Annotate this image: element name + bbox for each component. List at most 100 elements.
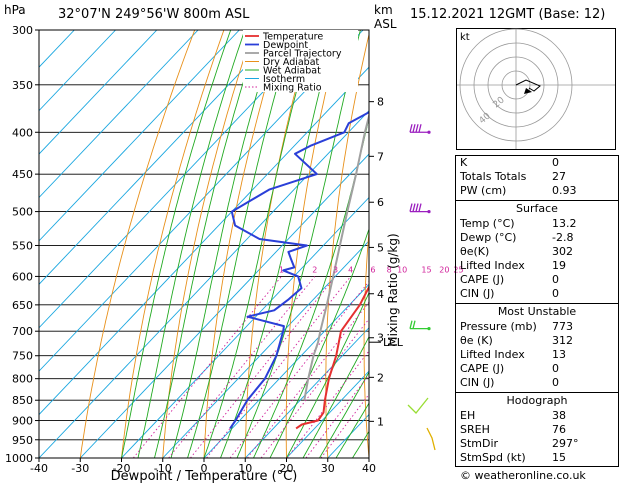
wet-adiabat-line — [236, 30, 361, 458]
index-value: 0 — [552, 273, 559, 286]
wet-adiabat-line — [269, 227, 369, 458]
wind-barb-feather — [415, 124, 419, 133]
pressure-tick-label: 300 — [12, 24, 33, 37]
temperature-tick-label: 0 — [201, 462, 208, 475]
index-row: CIN (J) 0 — [456, 287, 618, 301]
dry-adiabat-line — [363, 226, 369, 458]
mixing-ratio-label: 1 — [279, 265, 284, 274]
index-value: 0 — [552, 287, 559, 300]
km-label: km — [374, 3, 393, 17]
index-label: StmSpd (kt) — [460, 451, 526, 464]
index-row: θe (K) 312 — [456, 334, 618, 348]
index-label: SREH — [460, 423, 490, 436]
mixing-ratio-label: 2 — [312, 265, 317, 274]
mixing-ratio-line — [286, 350, 369, 458]
wet-adiabat-line — [170, 30, 277, 458]
index-row: Dewp (°C) -2.8 — [456, 231, 618, 245]
index-label: K — [460, 156, 468, 169]
dry-adiabat-line — [325, 32, 369, 458]
isotherm-line — [286, 370, 369, 458]
temperature-tick-label: 10 — [238, 462, 252, 475]
mixing-ratio-line — [229, 280, 369, 458]
index-row: Totals Totals 27 — [456, 170, 618, 184]
isotherm-line — [39, 30, 323, 329]
index-row: StmSpd (kt) 15 — [456, 451, 618, 465]
dewpoint-line — [229, 111, 369, 429]
copyright-label[interactable]: © weatheronline.co.uk — [460, 469, 586, 482]
index-value: 38 — [552, 409, 566, 422]
index-label: CIN (J) — [460, 287, 495, 300]
hodograph-trace — [515, 79, 541, 92]
wind-barb-feather — [409, 124, 413, 133]
pressure-tick-label: 350 — [12, 79, 33, 92]
wind-barb-feather — [412, 203, 416, 212]
index-row: CIN (J) 0 — [456, 376, 618, 390]
isotherm-line — [39, 30, 281, 285]
wind-barb-surface — [407, 397, 429, 414]
index-value: 0.93 — [552, 184, 577, 197]
hodograph-kt-label: kt — [460, 32, 470, 43]
index-label: Lifted Index — [460, 348, 525, 361]
dry-adiabat-line — [79, 30, 196, 458]
mixing-ratio-line — [260, 318, 369, 458]
index-row: Pressure (mb) 773 — [456, 320, 618, 334]
wet-adiabat-line — [187, 30, 295, 458]
pressure-tick-label: 800 — [12, 373, 33, 386]
y-axis-right-label: Mixing Ratio (g/kg) — [386, 233, 400, 346]
temperature-tick-label: -10 — [154, 462, 172, 475]
wind-barb-low — [426, 427, 436, 451]
wind-barb-feather — [415, 203, 419, 212]
index-label: StmDir — [460, 437, 499, 450]
isotherm-line — [39, 30, 199, 199]
lcl-label: LCL — [383, 336, 404, 349]
dry-adiabat-line — [203, 30, 283, 458]
index-label: Totals Totals — [460, 170, 527, 183]
temperature-tick-label: -40 — [30, 462, 48, 475]
index-value: 15 — [552, 451, 566, 464]
pressure-tick-label: 900 — [12, 415, 33, 428]
wind-barb-feather — [412, 124, 416, 133]
isotherm-line — [39, 30, 240, 242]
wet-adiabat-line — [302, 335, 369, 458]
temperature-tick-label: 40 — [362, 462, 376, 475]
temperature-tick-label: 20 — [280, 462, 294, 475]
pressure-tick-label: 450 — [12, 168, 33, 181]
wet-adiabat-line — [220, 30, 336, 458]
isotherm-line — [39, 30, 158, 155]
temperature-tick-label: 30 — [321, 462, 335, 475]
pressure-tick-label: 650 — [12, 299, 33, 312]
mixing-ratio-label: 20 — [439, 265, 449, 274]
datetime-label: 15.12.2021 12GMT (Base: 12) — [410, 7, 606, 22]
legend-item: Parcel Trajectory — [263, 49, 342, 60]
pressure-tick-label: 750 — [12, 350, 33, 363]
km-tick-label: 5 — [377, 241, 384, 254]
temperature-tick-label: -30 — [71, 462, 89, 475]
index-row: SREH 76 — [456, 423, 618, 437]
legend-item: Mixing Ratio — [263, 83, 322, 94]
mixing-ratio-line — [190, 276, 336, 458]
index-value: 297° — [552, 437, 579, 450]
mixing-ratio-label: 10 — [397, 265, 407, 274]
wet-adiabat-line — [319, 371, 369, 458]
wind-barb-feather — [409, 203, 413, 212]
index-row: Temp (°C) 13.2 — [456, 217, 618, 231]
pressure-tick-label: 400 — [12, 126, 33, 139]
wind-barb-feather — [418, 203, 422, 212]
pressure-tick-label: 950 — [12, 434, 33, 447]
isotherm-line — [203, 283, 369, 458]
temperature-tick-label: -20 — [113, 462, 131, 475]
index-label: Lifted Index — [460, 259, 525, 272]
wind-barbs — [407, 124, 436, 451]
legend-item: Temperature — [262, 32, 323, 43]
index-label: CAPE (J) — [460, 362, 505, 375]
wet-adiabat-line — [286, 291, 369, 458]
legend-item: Isotherm — [263, 74, 305, 85]
mixing-ratio-line — [168, 276, 316, 458]
most-unstable-title: Most Unstable — [497, 305, 577, 318]
pressure-tick-label: 700 — [12, 325, 33, 338]
index-value: 0 — [552, 156, 559, 169]
pressure-unit-label: hPa — [4, 3, 26, 17]
